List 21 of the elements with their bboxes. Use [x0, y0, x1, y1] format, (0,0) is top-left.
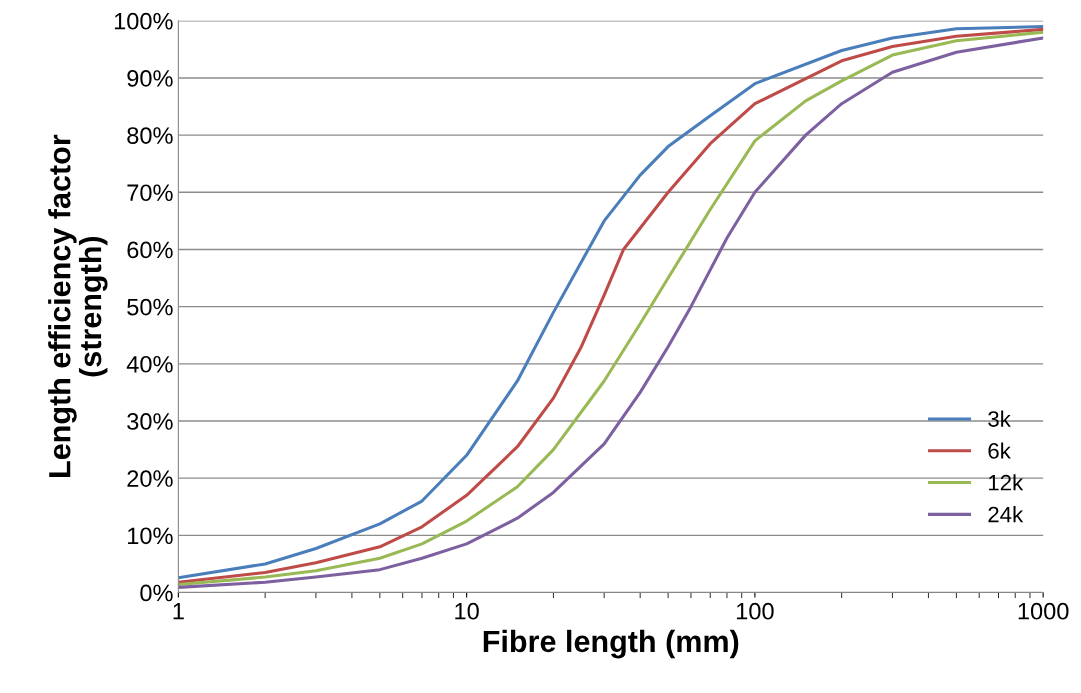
y-tick-label: 100%: [114, 12, 173, 30]
x-tick-label: 100: [737, 602, 774, 620]
y-tick-label: 20%: [127, 470, 173, 487]
y-tick-label: 80%: [127, 127, 173, 144]
y-tick-label: 30%: [127, 413, 173, 430]
y-tick-label: 40%: [126, 355, 173, 373]
legend-label: 24k: [988, 506, 1024, 523]
y-tick-label: 50%: [127, 298, 173, 316]
x-axis-title: Fibre length (mm): [483, 629, 739, 659]
y-tick-label: 90%: [127, 70, 173, 87]
x-tick-label: 1000: [1018, 602, 1069, 620]
x-tick-label: 1: [173, 603, 184, 620]
legend-label: 3k: [988, 410, 1011, 427]
legend-label: 12k: [989, 474, 1024, 491]
y-tick-label: 0%: [140, 584, 173, 602]
y-tick-label: 70%: [127, 184, 173, 202]
y-axis-title: Length efficiency factor (strength): [48, 134, 108, 477]
y-tick-label: 60%: [127, 241, 173, 259]
y-tick-label: 10%: [128, 527, 173, 545]
x-tick-label: 10: [455, 602, 479, 620]
legend-label: 6k: [988, 442, 1011, 459]
